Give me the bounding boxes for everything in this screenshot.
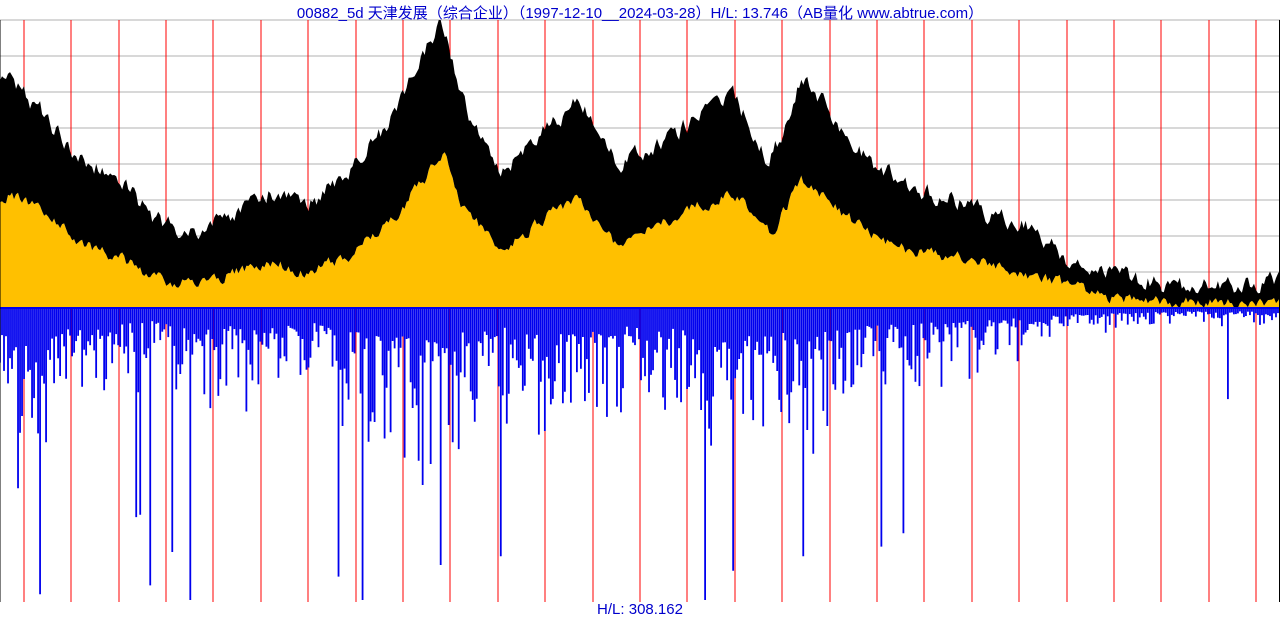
chart-canvas xyxy=(0,0,1280,620)
chart-bottom-label: H/L: 308.162 xyxy=(0,601,1280,618)
chart-title: 00882_5d 天津发展（综合企业）（1997-12-10__2024-03-… xyxy=(0,2,1280,23)
stock-chart: 00882_5d 天津发展（综合企业）（1997-12-10__2024-03-… xyxy=(0,0,1280,620)
